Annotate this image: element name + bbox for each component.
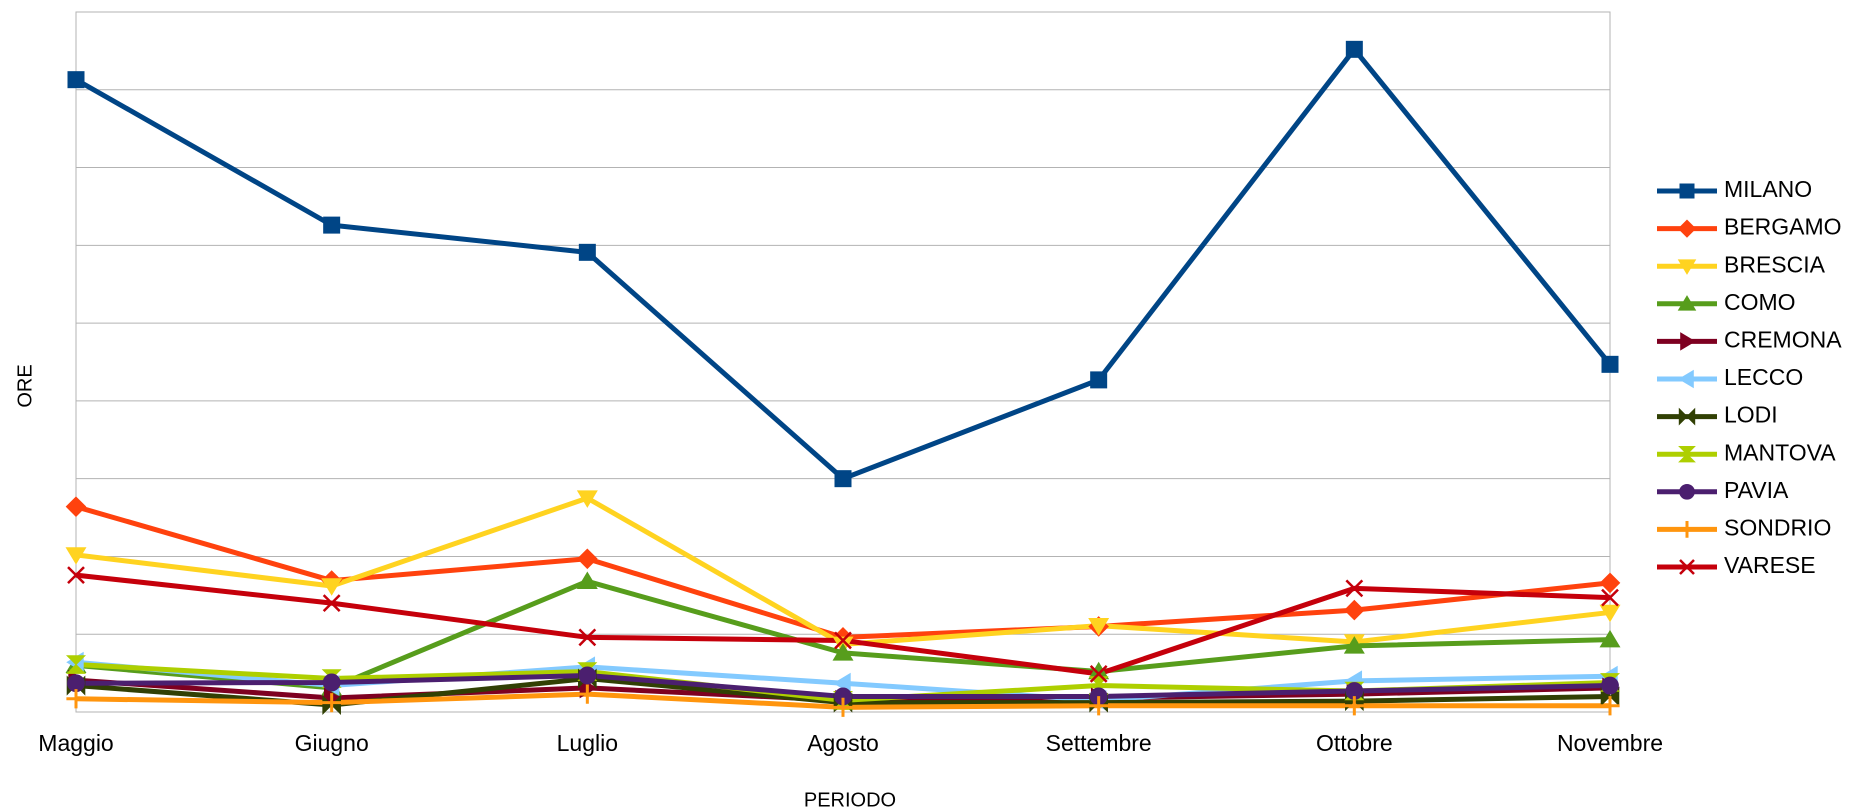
marker (322, 673, 341, 692)
legend-label: VARESE (1724, 552, 1816, 578)
marker (577, 548, 598, 570)
x-axis-label: PERIODO (804, 789, 896, 811)
marker (578, 243, 596, 261)
marker (1678, 369, 1694, 389)
marker (67, 566, 85, 584)
marker (1678, 446, 1696, 463)
x-tick-label: Ottobre (1316, 730, 1393, 756)
y-axis-label: ORE (14, 364, 36, 407)
marker (1089, 696, 1109, 716)
legend-label: LECCO (1724, 364, 1803, 390)
legend-label: SONDRIO (1724, 514, 1831, 540)
legend-label: MILANO (1724, 176, 1812, 202)
legend-label: MANTOVA (1724, 439, 1836, 465)
marker (1090, 371, 1108, 389)
marker (1678, 407, 1696, 426)
legend-label: CREMONA (1724, 326, 1842, 352)
marker (1089, 665, 1108, 683)
marker (67, 71, 85, 89)
marker (1601, 676, 1619, 695)
marker (1600, 696, 1620, 716)
legend-label: PAVIA (1724, 477, 1789, 503)
marker (65, 496, 87, 517)
legend-label: BRESCIA (1724, 251, 1826, 277)
marker (322, 693, 342, 713)
legend-label: COMO (1724, 289, 1796, 315)
marker (1599, 572, 1621, 594)
marker (834, 631, 852, 650)
x-tick-label: Settembre (1046, 730, 1152, 756)
marker (1677, 295, 1697, 311)
x-tick-label: Novembre (1557, 730, 1663, 756)
marker (1680, 332, 1696, 351)
marker (578, 628, 597, 647)
marker (66, 689, 86, 709)
marker (1679, 483, 1695, 500)
marker (1679, 183, 1695, 199)
marker (578, 666, 597, 685)
marker (1344, 696, 1364, 716)
marker (1345, 40, 1363, 58)
legend-label: LODI (1724, 402, 1778, 428)
marker (1343, 636, 1365, 654)
x-tick-label: Giugno (295, 730, 369, 756)
marker (832, 643, 854, 661)
marker (576, 571, 598, 590)
marker (65, 655, 87, 674)
marker (1601, 588, 1619, 607)
marker (1677, 259, 1697, 275)
marker (1677, 219, 1697, 238)
legend-label: BERGAMO (1724, 214, 1842, 240)
marker (1599, 629, 1621, 648)
marker (323, 216, 341, 234)
marker (577, 684, 597, 704)
marker (833, 697, 853, 717)
marker (1599, 604, 1621, 623)
series-line (74, 46, 1612, 482)
marker (1679, 559, 1695, 575)
marker (1601, 355, 1619, 373)
x-tick-label: Agosto (807, 730, 879, 756)
marker (576, 490, 598, 508)
marker (322, 594, 341, 612)
marker (1088, 617, 1110, 636)
series-line (75, 504, 1611, 640)
marker (321, 578, 343, 596)
marker (65, 547, 87, 565)
marker (1678, 521, 1696, 538)
marker (1345, 579, 1364, 598)
marker (67, 674, 85, 693)
marker (834, 470, 852, 488)
marker (1344, 599, 1365, 621)
x-tick-label: Luglio (557, 730, 618, 756)
x-tick-label: Maggio (38, 730, 113, 756)
